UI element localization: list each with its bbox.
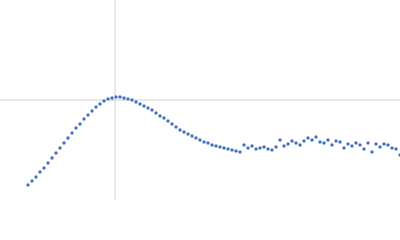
data-point (234, 149, 238, 153)
data-point (386, 143, 390, 147)
data-point (306, 136, 310, 140)
data-point (46, 161, 50, 165)
data-point (214, 144, 218, 148)
data-point (118, 95, 122, 99)
data-point (254, 147, 258, 151)
data-point (206, 141, 210, 145)
data-point (302, 139, 306, 143)
data-point (30, 179, 34, 183)
data-point (114, 95, 118, 99)
data-point (26, 183, 30, 187)
data-point (90, 109, 94, 113)
data-point (322, 141, 326, 145)
data-point (170, 122, 174, 126)
data-point (242, 143, 246, 147)
data-point (382, 142, 386, 146)
data-point (334, 139, 338, 143)
data-point (250, 144, 254, 148)
data-point (342, 146, 346, 150)
data-point (194, 136, 198, 140)
data-point (74, 126, 78, 130)
data-point (54, 151, 58, 155)
data-point (270, 148, 274, 152)
data-point (106, 97, 110, 101)
data-point (78, 122, 82, 126)
data-point (94, 105, 98, 109)
data-point (190, 134, 194, 138)
data-point (318, 140, 322, 144)
data-point (346, 142, 350, 146)
data-point (174, 125, 178, 129)
data-point (230, 148, 234, 152)
data-point (198, 138, 202, 142)
data-point (354, 141, 358, 145)
data-point (286, 142, 290, 146)
data-point (110, 96, 114, 100)
data-point (290, 139, 294, 143)
data-point (82, 117, 86, 121)
data-point (246, 146, 250, 150)
data-point (390, 146, 394, 150)
data-point (362, 147, 366, 151)
data-point (70, 131, 74, 135)
data-point (210, 143, 214, 147)
data-point (262, 145, 266, 149)
data-point (66, 136, 70, 140)
data-point (62, 141, 66, 145)
data-point (218, 145, 222, 149)
data-point (338, 140, 342, 144)
data-point (178, 128, 182, 132)
data-point (162, 116, 166, 120)
data-point (222, 146, 226, 150)
data-point (374, 142, 378, 146)
data-point (186, 132, 190, 136)
data-point (86, 113, 90, 117)
data-point (326, 138, 330, 142)
data-point (294, 141, 298, 145)
data-point (298, 143, 302, 147)
data-point (122, 96, 126, 100)
data-point (350, 144, 354, 148)
data-point (394, 147, 398, 151)
data-point (150, 108, 154, 112)
data-point (102, 99, 106, 103)
page: {"chart_data": {"type": "scatter", "colo… (0, 0, 400, 200)
data-point (226, 147, 230, 151)
data-point (314, 135, 318, 139)
data-point (370, 150, 374, 154)
data-point (330, 143, 334, 147)
data-point (126, 97, 130, 101)
data-point (266, 147, 270, 151)
data-point (42, 166, 46, 170)
data-point (358, 143, 362, 147)
chart (0, 0, 400, 200)
data-point (50, 156, 54, 160)
data-point (310, 138, 314, 142)
data-point (274, 145, 278, 149)
data-point (58, 146, 62, 150)
data-point (154, 111, 158, 115)
data-point (158, 114, 162, 118)
data-point (146, 106, 150, 110)
data-point (38, 170, 42, 174)
data-point (134, 100, 138, 104)
data-point (282, 144, 286, 148)
data-point (98, 102, 102, 106)
data-point (142, 104, 146, 108)
data-point (34, 175, 38, 179)
data-point (130, 98, 134, 102)
data-point (366, 141, 370, 145)
data-point (378, 145, 382, 149)
data-point (166, 119, 170, 123)
data-point (258, 146, 262, 150)
data-point (182, 130, 186, 134)
data-point (202, 140, 206, 144)
data-point (238, 150, 242, 154)
data-point (278, 138, 282, 142)
data-point (138, 102, 142, 106)
